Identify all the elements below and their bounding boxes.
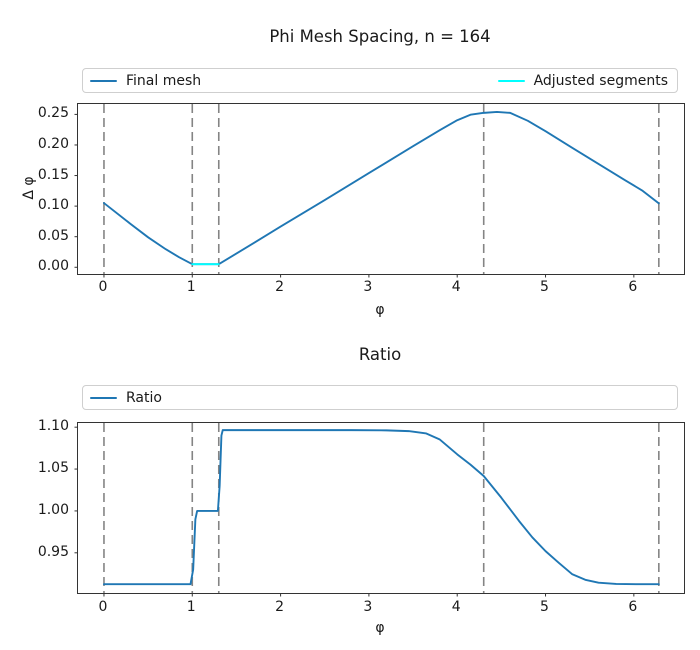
x-tick-label: 1	[186, 599, 196, 615]
x-tick-label: 0	[98, 279, 108, 295]
x-tick-label: 6	[628, 599, 638, 615]
ratio-x-axis-label: φ	[375, 620, 385, 636]
y-tick-label: 0.10	[37, 197, 69, 214]
spacing-plot-title: Phi Mesh Spacing, n = 164	[269, 27, 491, 46]
legend-entry: Adjusted segments	[497, 72, 668, 89]
x-tick-label: 2	[275, 599, 285, 615]
legend-label: Adjusted segments	[533, 72, 668, 89]
y-tick-label: 0.15	[37, 166, 69, 183]
x-tick-label: 2	[275, 279, 285, 295]
x-tick-label: 0	[98, 599, 108, 615]
ratio-line	[103, 429, 660, 586]
x-tick-label: 6	[628, 279, 638, 295]
legend-label: Final mesh	[126, 72, 202, 89]
x-tick-label: 1	[186, 279, 196, 295]
legend-entry: Ratio	[90, 390, 162, 406]
legend-line-sample	[90, 396, 117, 399]
ratio-plot-title: Ratio	[358, 345, 402, 364]
y-tick-label: 0.05	[37, 227, 69, 244]
x-tick-label: 4	[451, 599, 461, 615]
legend-line-sample	[90, 79, 117, 82]
y-tick-label: 0.25	[37, 105, 69, 122]
x-tick-label: 4	[451, 279, 461, 295]
x-tick-label: 5	[540, 599, 549, 615]
ratio-legend-box: Ratio	[82, 385, 678, 410]
legend-line-sample	[497, 79, 525, 82]
y-tick-label: 0.20	[37, 135, 69, 152]
x-tick-label: 3	[363, 599, 373, 615]
ratio-axes-frame	[74, 422, 685, 597]
ratio-plot-svg	[74, 423, 660, 597]
final-mesh-line	[103, 110, 660, 266]
y-tick-label: 0.00	[37, 258, 69, 275]
y-tick-label: 1.05	[37, 460, 69, 477]
y-tick-label: 0.95	[37, 543, 69, 560]
spacing-plot-svg	[74, 104, 660, 278]
x-tick-label: 3	[363, 279, 373, 295]
spacing-legend-box: Final mesh Adjusted segments	[82, 68, 678, 93]
x-tick-label: 5	[540, 279, 549, 295]
spacing-axes-frame	[74, 103, 685, 278]
y-tick-label: 1.00	[37, 501, 69, 518]
spacing-x-axis-label: φ	[375, 302, 385, 318]
legend-entry: Final mesh	[90, 73, 201, 89]
y-tick-label: 1.10	[37, 418, 69, 435]
legend-label: Ratio	[126, 389, 162, 406]
